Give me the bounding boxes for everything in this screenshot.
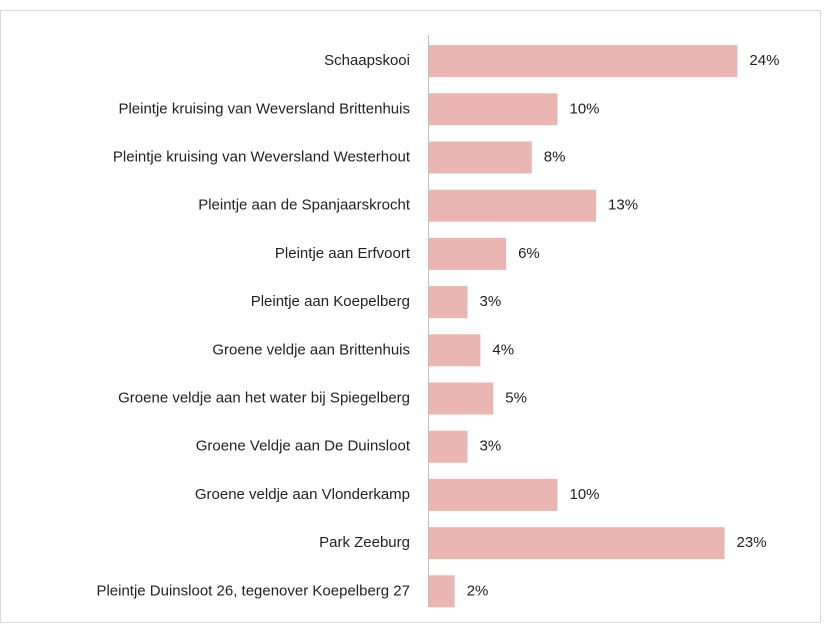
category-label: Pleintje Duinsloot 26, tegenover Koepelb…: [96, 582, 410, 599]
value-label: 6%: [518, 245, 540, 262]
value-label: 23%: [737, 534, 767, 551]
bar: [429, 527, 725, 560]
category-label: Groene veldje aan het water bij Spiegelb…: [118, 389, 410, 406]
category-label: Pleintje aan de Spanjaarskrocht: [198, 197, 411, 214]
category-label: Groene veldje aan Brittenhuis: [212, 341, 410, 358]
bar: [429, 334, 481, 367]
bar: [429, 93, 558, 126]
category-label: Pleintje aan Erfvoort: [275, 245, 411, 262]
value-label: 13%: [608, 197, 638, 214]
category-label: Groene Veldje aan De Duinsloot: [196, 438, 411, 455]
value-label: 2%: [467, 582, 489, 599]
category-label: Pleintje kruising van Weversland Westerh…: [113, 148, 411, 165]
value-label: 10%: [570, 100, 600, 117]
value-label: 10%: [570, 486, 600, 503]
bar: [429, 237, 507, 270]
value-label: 8%: [544, 148, 566, 165]
value-label: 4%: [492, 341, 514, 358]
category-label: Schaapskooi: [324, 52, 410, 69]
category-label: Groene veldje aan Vlonderkamp: [195, 486, 410, 503]
category-label: Pleintje kruising van Weversland Britten…: [118, 100, 410, 117]
value-label: 5%: [505, 389, 527, 406]
value-label: 3%: [480, 293, 502, 310]
bar: [429, 382, 494, 415]
bar: [429, 189, 597, 222]
bar: [429, 430, 468, 463]
bar: [429, 45, 738, 78]
category-label: Park Zeeburg: [319, 534, 410, 551]
category-label: Pleintje aan Koepelberg: [251, 293, 410, 310]
bar: [429, 575, 455, 608]
chart-frame: [0, 10, 821, 623]
bar: [429, 478, 558, 511]
value-label: 24%: [749, 52, 779, 69]
bar: [429, 286, 468, 319]
value-label: 3%: [480, 438, 502, 455]
bar: [429, 141, 532, 174]
